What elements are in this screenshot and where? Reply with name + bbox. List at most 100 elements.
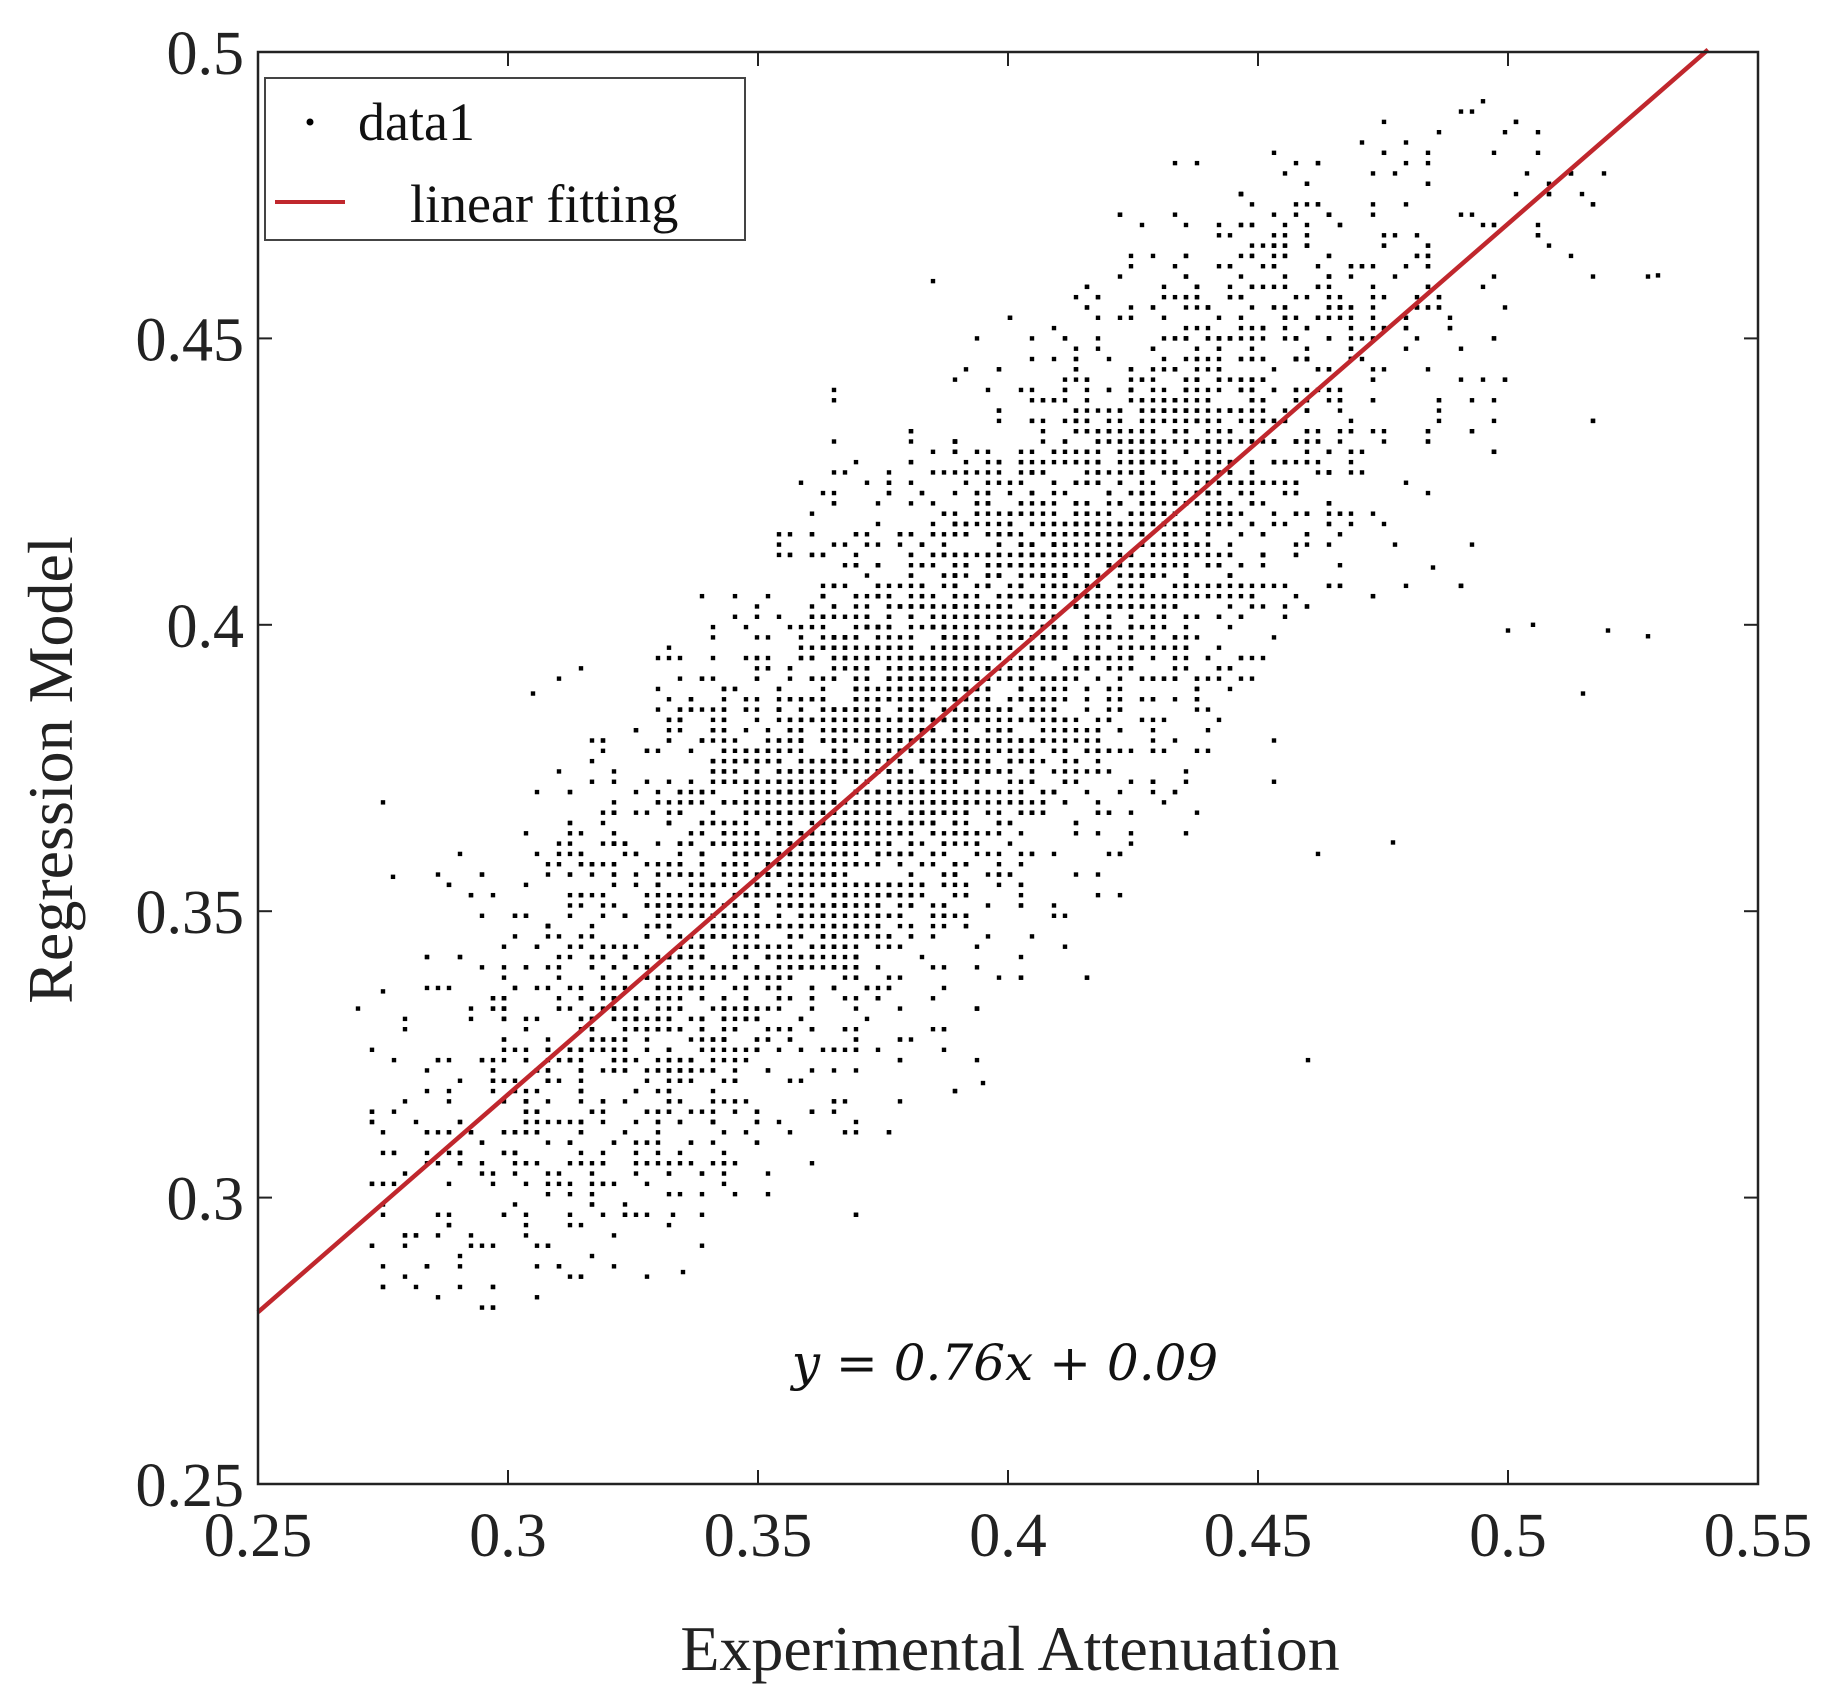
scatter-point	[798, 882, 804, 888]
scatter-point	[787, 1130, 793, 1135]
scatter-point	[1458, 212, 1464, 217]
scatter-point	[655, 1016, 661, 1022]
scatter-point	[721, 820, 727, 826]
scatter-point	[1084, 645, 1090, 650]
scatter-point	[1073, 717, 1079, 723]
scatter-point	[611, 985, 617, 991]
scatter-point	[468, 1006, 474, 1011]
scatter-point	[1150, 573, 1156, 578]
scatter-point	[908, 697, 914, 702]
scatter-point	[875, 501, 881, 506]
scatter-point	[556, 676, 562, 681]
scatter-point	[941, 831, 947, 836]
scatter-point	[974, 583, 980, 589]
scatter-point	[754, 944, 760, 949]
scatter-point	[820, 717, 826, 723]
scatter-point	[776, 903, 782, 908]
scatter-point	[1249, 398, 1255, 403]
scatter-point	[600, 1109, 606, 1114]
scatter-point	[1018, 748, 1024, 754]
scatter-point	[1205, 387, 1211, 393]
scatter-point	[578, 1047, 584, 1053]
scatter-point	[886, 614, 892, 619]
scatter-point	[1183, 552, 1189, 558]
scatter-point	[908, 831, 914, 836]
scatter-point	[1139, 459, 1145, 465]
scatter-point	[864, 480, 870, 485]
scatter-point	[1194, 521, 1200, 527]
scatter-point	[1249, 222, 1255, 228]
scatter-point	[1018, 975, 1024, 980]
scatter-point	[1271, 738, 1277, 743]
scatter-point	[567, 903, 573, 908]
scatter-point	[1227, 542, 1233, 547]
scatter-point	[820, 593, 826, 599]
scatter-point	[1117, 851, 1123, 857]
scatter-point	[523, 913, 529, 918]
scatter-point	[1392, 171, 1398, 176]
scatter-point	[820, 697, 826, 702]
scatter-point	[765, 954, 771, 960]
scatter-point	[875, 542, 881, 547]
scatter-point	[754, 934, 760, 939]
scatter-point	[930, 748, 936, 754]
scatter-point	[1348, 346, 1354, 351]
scatter-point	[1062, 645, 1068, 650]
scatter-point	[1238, 583, 1244, 589]
scatter-point	[523, 1233, 529, 1238]
scatter-point	[622, 985, 628, 991]
scatter-point	[688, 882, 694, 888]
scatter-point	[1161, 552, 1167, 558]
scatter-point	[1216, 459, 1222, 465]
scatter-point	[1249, 655, 1255, 661]
scatter-point	[853, 552, 859, 558]
scatter-point	[622, 851, 628, 857]
scatter-point	[710, 707, 716, 712]
scatter-point	[710, 738, 716, 743]
scatter-point	[886, 800, 892, 805]
scatter-point	[611, 841, 617, 846]
scatter-point	[1062, 490, 1068, 496]
scatter-point	[1007, 872, 1013, 877]
scatter-point	[501, 1047, 507, 1053]
scatter-point	[655, 800, 661, 805]
scatter-point	[930, 769, 936, 774]
scatter-point	[710, 655, 716, 661]
scatter-point	[1040, 532, 1046, 537]
scatter-point	[699, 862, 705, 867]
scatter-point	[1161, 294, 1167, 300]
scatter-point	[1238, 563, 1244, 568]
scatter-point	[1062, 336, 1068, 341]
scatter-point	[1370, 294, 1376, 300]
scatter-point	[985, 480, 991, 485]
scatter-point	[1106, 614, 1112, 619]
scatter-point	[523, 1099, 529, 1104]
scatter-point	[996, 655, 1002, 661]
scatter-point	[1282, 480, 1288, 485]
scatter-point	[468, 892, 474, 898]
scatter-point	[1491, 336, 1497, 341]
scatter-point	[853, 913, 859, 918]
scatter-point	[1106, 851, 1112, 857]
scatter-point	[567, 1161, 573, 1166]
scatter-point	[897, 697, 903, 702]
scatter-point	[721, 1161, 727, 1166]
scatter-point	[1029, 449, 1035, 455]
scatter-point	[1106, 748, 1112, 754]
scatter-point	[754, 717, 760, 723]
scatter-point	[1205, 470, 1211, 475]
scatter-point	[996, 511, 1002, 516]
scatter-point	[457, 1253, 463, 1259]
scatter-point	[1194, 470, 1200, 475]
scatter-point	[941, 923, 947, 929]
scatter-point	[567, 944, 573, 949]
scatter-point	[1315, 284, 1321, 290]
scatter-point	[930, 624, 936, 630]
scatter-point	[721, 779, 727, 784]
scatter-point	[820, 738, 826, 743]
scatter-point	[721, 1130, 727, 1135]
scatter-point	[534, 1130, 540, 1135]
scatter-point	[1183, 645, 1189, 650]
scatter-point	[1007, 666, 1013, 671]
scatter-point	[1018, 892, 1024, 898]
